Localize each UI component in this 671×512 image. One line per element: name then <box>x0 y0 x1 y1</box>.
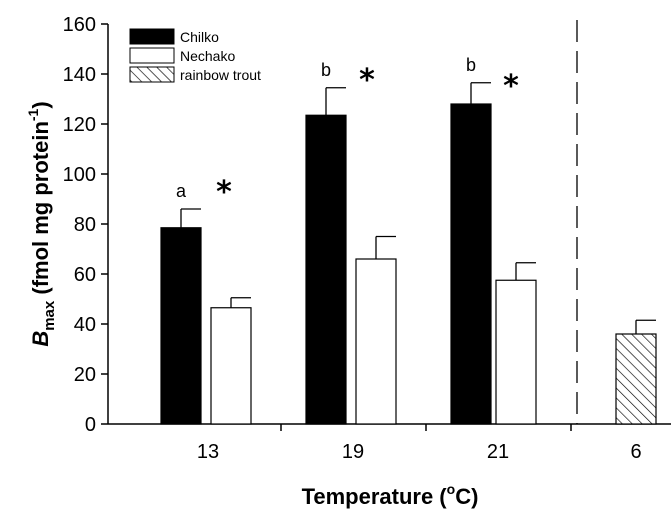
bars <box>160 82 657 425</box>
significance-star: * <box>359 63 375 98</box>
y-tick-label: 20 <box>74 364 96 386</box>
x-tick-label: 21 <box>487 441 509 463</box>
y-tick-label: 0 <box>85 414 96 436</box>
bar-chilko-19 <box>305 114 347 425</box>
bar-nechako-21 <box>495 279 537 425</box>
x-axis-title-superscript: o <box>447 481 456 497</box>
bar-rainbow-trout-6 <box>615 333 657 425</box>
significance-letter: a <box>176 181 187 201</box>
y-axis-title: Bmax (fmol mg protein-1) <box>25 101 58 346</box>
y-ticks: 0 20 40 60 80 100 120 140 160 <box>63 14 108 436</box>
significance-star: * <box>216 175 232 210</box>
x-ticks: 13 19 21 6 <box>197 424 642 463</box>
legend-swatch-rainbow-trout <box>129 66 175 83</box>
bar-chilko-21 <box>450 103 492 425</box>
legend: Chilko Nechako rainbow trout <box>129 28 261 83</box>
bar-chilko-13 <box>160 227 202 425</box>
x-tick-label: 6 <box>630 441 641 463</box>
y-axis-title-units: (fmol mg protein <box>28 121 53 301</box>
bar-nechako-19 <box>355 258 397 425</box>
significance-star: * <box>503 69 519 104</box>
legend-swatch-nechako <box>129 47 175 64</box>
x-tick-label: 13 <box>197 441 219 463</box>
y-axis-title-subscript: max <box>41 300 58 331</box>
significance-letter: b <box>321 60 331 80</box>
y-tick-label: 120 <box>63 114 96 136</box>
bar-nechako-13 <box>210 307 252 425</box>
annotations: a b b * * * <box>176 55 519 210</box>
x-axis-title-main: Temperature ( <box>302 484 448 509</box>
y-tick-label: 40 <box>74 314 96 336</box>
y-tick-label: 160 <box>63 14 96 36</box>
x-axis-title-rest: C) <box>455 484 478 509</box>
y-tick-label: 80 <box>74 214 96 236</box>
significance-letter: b <box>466 55 476 75</box>
y-tick-label: 140 <box>63 64 96 86</box>
legend-label-chilko: Chilko <box>180 29 219 45</box>
y-tick-label: 100 <box>63 164 96 186</box>
x-axis-title: Temperature (oC) <box>302 481 479 509</box>
legend-label-nechako: Nechako <box>180 48 235 64</box>
y-axis-title-superscript: -1 <box>25 108 41 121</box>
legend-swatch-chilko <box>129 28 175 45</box>
legend-label-rainbow-trout: rainbow trout <box>180 67 261 83</box>
y-axis-title-symbol: B <box>28 331 53 347</box>
y-axis-title-close: ) <box>28 101 53 108</box>
x-tick-label: 19 <box>342 441 364 463</box>
y-tick-label: 60 <box>74 264 96 286</box>
